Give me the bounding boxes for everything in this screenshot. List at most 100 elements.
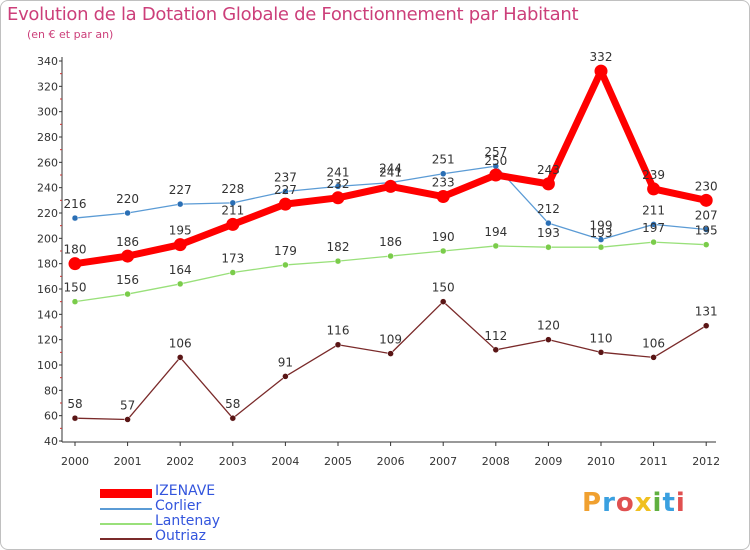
data-point-outriaz bbox=[439, 298, 447, 305]
data-label-outriaz: 91 bbox=[278, 355, 293, 369]
data-point-lantenay bbox=[124, 290, 131, 298]
data-label-izenave: 250 bbox=[484, 154, 507, 168]
data-point-lantenay bbox=[387, 252, 394, 260]
data-label-izenave: 211 bbox=[221, 203, 244, 217]
x-tick-label: 2003 bbox=[219, 455, 247, 468]
legend-label: Lantenay bbox=[155, 513, 221, 529]
legend-swatch bbox=[100, 489, 152, 498]
x-tick-label: 2005 bbox=[324, 455, 352, 468]
y-tick-label: 220 bbox=[37, 207, 58, 220]
y-tick-label: 120 bbox=[37, 334, 58, 347]
y-tick-label: 320 bbox=[37, 80, 58, 93]
x-tick-label: 2004 bbox=[271, 455, 299, 468]
chart-subtitle: (en € et par an) bbox=[27, 28, 114, 41]
data-label-outriaz: 110 bbox=[590, 331, 613, 345]
data-point-lantenay bbox=[282, 261, 289, 269]
x-tick-label: 2000 bbox=[61, 455, 89, 468]
data-label-corlier: 212 bbox=[537, 202, 560, 216]
data-point-lantenay bbox=[545, 243, 552, 251]
data-label-lantenay: 179 bbox=[274, 244, 297, 258]
logo-letter: t bbox=[662, 488, 676, 518]
data-point-outriaz bbox=[71, 414, 79, 422]
data-label-izenave: 239 bbox=[642, 168, 665, 182]
logo-letter: x bbox=[634, 488, 653, 518]
data-label-izenave: 195 bbox=[169, 224, 192, 238]
data-label-outriaz: 58 bbox=[67, 397, 82, 411]
data-point-izenave bbox=[699, 193, 713, 207]
data-label-izenave: 186 bbox=[116, 235, 139, 249]
data-point-outriaz bbox=[176, 354, 184, 361]
data-label-lantenay: 195 bbox=[695, 224, 718, 238]
data-label-corlier: 216 bbox=[64, 197, 87, 211]
data-label-izenave: 241 bbox=[379, 165, 402, 179]
data-label-lantenay: 197 bbox=[642, 221, 665, 235]
data-label-izenave: 332 bbox=[590, 50, 613, 64]
data-label-outriaz: 109 bbox=[379, 333, 402, 347]
data-label-lantenay: 182 bbox=[327, 240, 350, 254]
logo-letter: P bbox=[582, 488, 603, 518]
data-point-outriaz bbox=[650, 354, 657, 361]
y-tick-label: 140 bbox=[37, 308, 58, 321]
proxiti-logo: Proxiti bbox=[582, 488, 686, 518]
x-tick-label: 2006 bbox=[377, 455, 405, 468]
data-point-corlier bbox=[439, 170, 447, 177]
y-tick-label: 280 bbox=[37, 131, 58, 144]
data-label-corlier: 257 bbox=[484, 145, 507, 159]
y-tick-label: 60 bbox=[44, 410, 58, 423]
x-tick-label: 2002 bbox=[166, 455, 194, 468]
data-point-lantenay bbox=[229, 269, 237, 276]
data-point-outriaz bbox=[282, 373, 289, 380]
data-point-izenave bbox=[436, 190, 450, 204]
data-point-izenave bbox=[121, 249, 135, 263]
data-point-lantenay bbox=[492, 242, 500, 250]
data-label-outriaz: 58 bbox=[225, 397, 240, 411]
data-label-lantenay: 156 bbox=[116, 273, 139, 287]
data-point-outriaz bbox=[597, 349, 605, 356]
y-tick-label: 40 bbox=[44, 435, 58, 448]
data-point-outriaz bbox=[334, 341, 342, 348]
data-label-corlier: 244 bbox=[379, 162, 402, 176]
x-tick-label: 2001 bbox=[114, 455, 142, 468]
data-point-outriaz bbox=[702, 322, 710, 329]
data-point-izenave bbox=[226, 217, 240, 231]
data-label-outriaz: 120 bbox=[537, 319, 560, 333]
data-point-corlier bbox=[597, 236, 605, 243]
x-tick-label: 2011 bbox=[640, 455, 668, 468]
x-tick-label: 2007 bbox=[429, 455, 457, 468]
legend-label: Outriaz bbox=[155, 528, 206, 544]
data-point-outriaz bbox=[387, 350, 394, 357]
data-point-outriaz bbox=[492, 346, 500, 354]
y-tick-label: 200 bbox=[37, 232, 58, 245]
data-point-izenave bbox=[594, 64, 608, 78]
data-label-lantenay: 186 bbox=[379, 235, 402, 249]
data-point-corlier bbox=[702, 226, 710, 233]
data-label-outriaz: 57 bbox=[120, 398, 135, 412]
data-label-izenave: 180 bbox=[64, 243, 87, 257]
chart-title: Evolution de la Dotation Globale de Fonc… bbox=[7, 4, 579, 25]
data-point-corlier bbox=[334, 183, 342, 190]
data-point-izenave bbox=[541, 177, 555, 191]
data-label-lantenay: 193 bbox=[590, 226, 613, 240]
data-point-corlier bbox=[71, 214, 79, 222]
series-line-outriaz bbox=[74, 301, 707, 421]
y-tick-label: 180 bbox=[37, 258, 58, 271]
data-point-corlier bbox=[545, 219, 552, 227]
data-label-corlier: 211 bbox=[642, 203, 665, 217]
data-label-corlier: 251 bbox=[432, 153, 455, 167]
data-point-lantenay bbox=[650, 238, 657, 246]
data-label-corlier: 199 bbox=[590, 219, 613, 233]
x-tick-label: 2008 bbox=[482, 455, 510, 468]
data-point-izenave bbox=[647, 182, 661, 196]
data-point-lantenay bbox=[597, 243, 605, 251]
data-point-lantenay bbox=[334, 257, 342, 265]
data-label-outriaz: 150 bbox=[432, 281, 455, 295]
logo-letter: o bbox=[615, 488, 635, 518]
data-label-lantenay: 194 bbox=[484, 225, 507, 239]
data-label-outriaz: 112 bbox=[484, 329, 507, 343]
data-label-izenave: 227 bbox=[274, 183, 297, 197]
data-label-izenave: 243 bbox=[537, 163, 560, 177]
data-label-outriaz: 106 bbox=[169, 336, 192, 350]
data-point-outriaz bbox=[124, 416, 131, 423]
logo-letter: i bbox=[675, 488, 686, 518]
data-point-lantenay bbox=[702, 241, 710, 248]
